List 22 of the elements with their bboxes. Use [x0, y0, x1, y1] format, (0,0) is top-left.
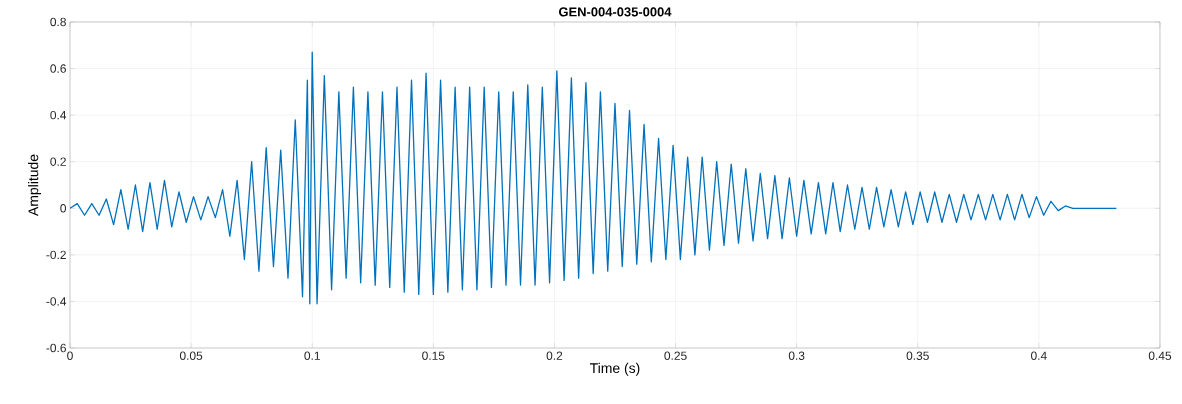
- x-axis-title: Time (s): [589, 362, 640, 376]
- y-tick-label: 0.8: [50, 17, 66, 27]
- y-tick-label: 0: [60, 204, 67, 213]
- x-tick-label: 0.2: [546, 351, 563, 360]
- y-axis-title: Amplitude: [28, 154, 42, 216]
- x-tick-label: 0.45: [1148, 351, 1172, 360]
- x-tick-label: 0.4: [1031, 351, 1047, 360]
- x-tick-label: 0.1: [304, 351, 320, 360]
- x-tick-label: 0.15: [422, 351, 445, 360]
- x-tick-label: 0.25: [664, 351, 687, 360]
- y-tick-label: -0.4: [46, 297, 67, 306]
- x-tick-label: 0.35: [906, 351, 929, 360]
- y-tick-label: 0.4: [50, 110, 67, 120]
- y-tick-label: -0.6: [46, 343, 66, 353]
- y-tick-label: 0.2: [50, 157, 66, 166]
- x-tick-label: 0: [67, 351, 73, 360]
- chart-title: GEN-004-035-0004: [558, 7, 672, 17]
- y-tick-label: -0.2: [46, 250, 66, 260]
- line-series: [70, 51, 1118, 305]
- x-tick-label: 0.05: [179, 351, 203, 360]
- y-tick-label: 0.6: [50, 64, 66, 73]
- x-tick-label: 0.3: [788, 351, 805, 360]
